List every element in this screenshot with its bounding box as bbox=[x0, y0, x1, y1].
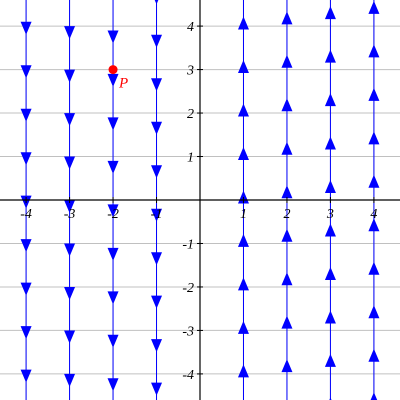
field-arrow-up bbox=[237, 277, 249, 291]
field-arrow-down bbox=[154, 0, 159, 5]
field-arrow-up bbox=[324, 136, 336, 150]
field-arrow-down bbox=[64, 373, 76, 387]
field-arrow-up bbox=[370, 392, 378, 400]
field-arrow-up bbox=[324, 93, 336, 107]
field-arrow-down bbox=[151, 295, 163, 309]
field-arrow-up bbox=[368, 261, 380, 275]
tick-labels: -4 -3 -2 -1 1 2 3 4 4 3 2 1 -1 -2 -3 -4 bbox=[20, 20, 377, 383]
field-arrow-down bbox=[107, 73, 119, 87]
field-arrow-up bbox=[368, 0, 380, 14]
field-arrow-down bbox=[107, 291, 119, 305]
field-arrow-up bbox=[237, 320, 249, 334]
field-arrow-down bbox=[20, 21, 32, 35]
field-arrow-up bbox=[324, 180, 336, 194]
field-arrow-down bbox=[20, 326, 32, 340]
field-arrow-down bbox=[151, 121, 163, 135]
y-tick-label: -3 bbox=[182, 324, 194, 339]
field-arrow-down bbox=[151, 78, 163, 92]
y-tick-label: -2 bbox=[182, 281, 194, 296]
field-arrow-up bbox=[324, 353, 336, 367]
y-tick-label: -1 bbox=[182, 237, 194, 252]
x-tick-label: -3 bbox=[64, 207, 76, 222]
field-arrow-down bbox=[20, 152, 32, 166]
field-arrow-up bbox=[324, 49, 336, 63]
field-arrow-down bbox=[151, 339, 163, 353]
field-arrow-up bbox=[368, 348, 380, 362]
x-tick-label: 3 bbox=[326, 207, 334, 222]
y-tick-label: 4 bbox=[187, 20, 194, 35]
field-arrow-down bbox=[107, 378, 119, 392]
field-arrow-up bbox=[329, 397, 332, 400]
field-arrow-down bbox=[107, 160, 119, 174]
field-arrow-up bbox=[324, 310, 336, 324]
field-arrow-up bbox=[368, 87, 380, 101]
field-arrow-down bbox=[151, 208, 163, 222]
y-tick-label: 3 bbox=[186, 64, 194, 79]
field-arrow-up bbox=[368, 131, 380, 145]
field-arrow-down bbox=[20, 239, 32, 253]
field-arrow-up bbox=[281, 98, 293, 112]
field-arrow-up bbox=[281, 359, 293, 373]
field-arrow-up bbox=[368, 218, 380, 232]
field-arrow-up bbox=[281, 54, 293, 68]
field-arrow-up bbox=[281, 228, 293, 242]
field-arrow-down bbox=[107, 204, 119, 218]
field-arrow-down bbox=[64, 26, 76, 40]
field-arrow-up bbox=[368, 305, 380, 319]
field-arrow-up bbox=[237, 103, 249, 117]
field-arrow-down bbox=[20, 282, 32, 296]
x-tick-label: 4 bbox=[370, 207, 377, 222]
field-arrow-up bbox=[324, 223, 336, 237]
field-arrow-down bbox=[151, 165, 163, 179]
field-arrow-up bbox=[281, 315, 293, 329]
field-arrow-down bbox=[151, 34, 163, 48]
field-arrow-up bbox=[324, 266, 336, 280]
y-tick-label: -4 bbox=[182, 368, 194, 383]
field-arrow-down bbox=[107, 117, 119, 131]
field-arrow-down bbox=[64, 156, 76, 170]
field-arrow-down bbox=[64, 286, 76, 300]
y-tick-label: 2 bbox=[187, 107, 194, 122]
point-p-label: P bbox=[118, 76, 128, 92]
field-arrow-down bbox=[151, 382, 163, 396]
field-arrow-down bbox=[107, 247, 119, 261]
field-arrow-up bbox=[281, 141, 293, 155]
field-arrow-up bbox=[281, 11, 293, 25]
point-p-marker[interactable] bbox=[108, 65, 118, 75]
field-arrow-down bbox=[107, 334, 119, 348]
field-arrow-up bbox=[237, 16, 249, 30]
direction-field bbox=[20, 0, 380, 400]
field-arrow-down bbox=[64, 330, 76, 344]
x-tick-label: 2 bbox=[283, 207, 290, 222]
field-arrow-up bbox=[281, 185, 293, 199]
field-arrow-up bbox=[368, 174, 380, 188]
field-arrow-down bbox=[64, 200, 76, 214]
field-arrow-down bbox=[64, 69, 76, 83]
field-arrow-down bbox=[107, 30, 119, 44]
field-arrow-down bbox=[151, 252, 163, 266]
field-arrow-down bbox=[64, 113, 76, 127]
field-arrow-up bbox=[237, 146, 249, 160]
field-arrow-up bbox=[237, 233, 249, 247]
point-group: P bbox=[108, 65, 128, 92]
field-arrow-down bbox=[64, 243, 76, 257]
field-arrow-up bbox=[324, 6, 336, 20]
x-tick-label: -2 bbox=[107, 207, 119, 222]
field-arrow-up bbox=[281, 272, 293, 286]
field-arrow-up bbox=[237, 60, 249, 74]
field-arrow-down bbox=[20, 108, 32, 122]
field-arrow-down bbox=[20, 65, 32, 79]
x-tick-label: -4 bbox=[20, 207, 32, 222]
field-arrow-up bbox=[237, 364, 249, 378]
field-arrow-up bbox=[368, 44, 380, 58]
y-tick-label: 1 bbox=[187, 151, 194, 166]
x-tick-label: -1 bbox=[151, 207, 163, 222]
field-arrow-down bbox=[20, 369, 32, 383]
x-tick-label: 1 bbox=[240, 207, 247, 222]
